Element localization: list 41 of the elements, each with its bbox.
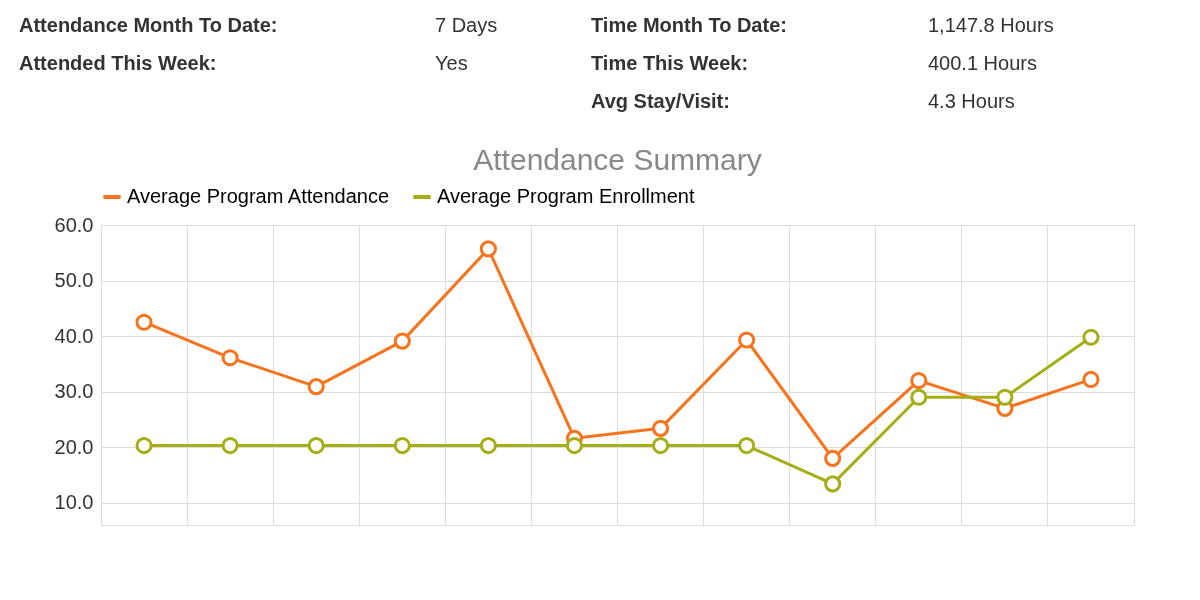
point (393, 437, 411, 455)
text: 7 Days (435, 14, 498, 36)
point (221, 349, 239, 367)
point (307, 437, 325, 455)
point (824, 475, 842, 493)
point (738, 437, 756, 455)
point (135, 437, 153, 455)
point (479, 437, 497, 455)
point (651, 419, 670, 437)
legend-label: Average Program Enrollment (437, 185, 695, 207)
text: Time This Week: (591, 52, 749, 74)
point (393, 332, 411, 350)
legend-label: Average Program Attendance (127, 185, 390, 207)
point (738, 331, 756, 349)
point (307, 378, 325, 396)
text: Attendance Month To Date: (19, 14, 278, 36)
text: 1,147.8 Hours (928, 14, 1054, 36)
y-tick-label: 20.0 (54, 435, 94, 458)
point (651, 437, 670, 455)
y-tick-label: 10.0 (54, 491, 94, 514)
point (910, 372, 928, 390)
y-tick-label: 60.0 (54, 213, 94, 236)
point (824, 449, 842, 467)
y-tick-label: 30.0 (54, 380, 94, 403)
text: 400.1 Hours (928, 52, 1037, 74)
y-tick-label: 50.0 (54, 269, 94, 292)
point (910, 388, 928, 406)
point (479, 240, 497, 258)
point (996, 388, 1014, 406)
chart-title: Attendance Summary (473, 143, 762, 176)
text: 4.3 Hours (928, 90, 1015, 112)
point (565, 437, 584, 455)
text: Yes (435, 52, 468, 74)
point (1082, 370, 1100, 388)
text: Avg Stay/Visit: (591, 90, 730, 112)
y-tick-label: 40.0 (54, 324, 94, 347)
point (1082, 328, 1100, 346)
point (135, 313, 153, 331)
text: Time Month To Date: (591, 14, 787, 36)
point (221, 437, 239, 455)
text: Attended This Week: (19, 52, 217, 74)
